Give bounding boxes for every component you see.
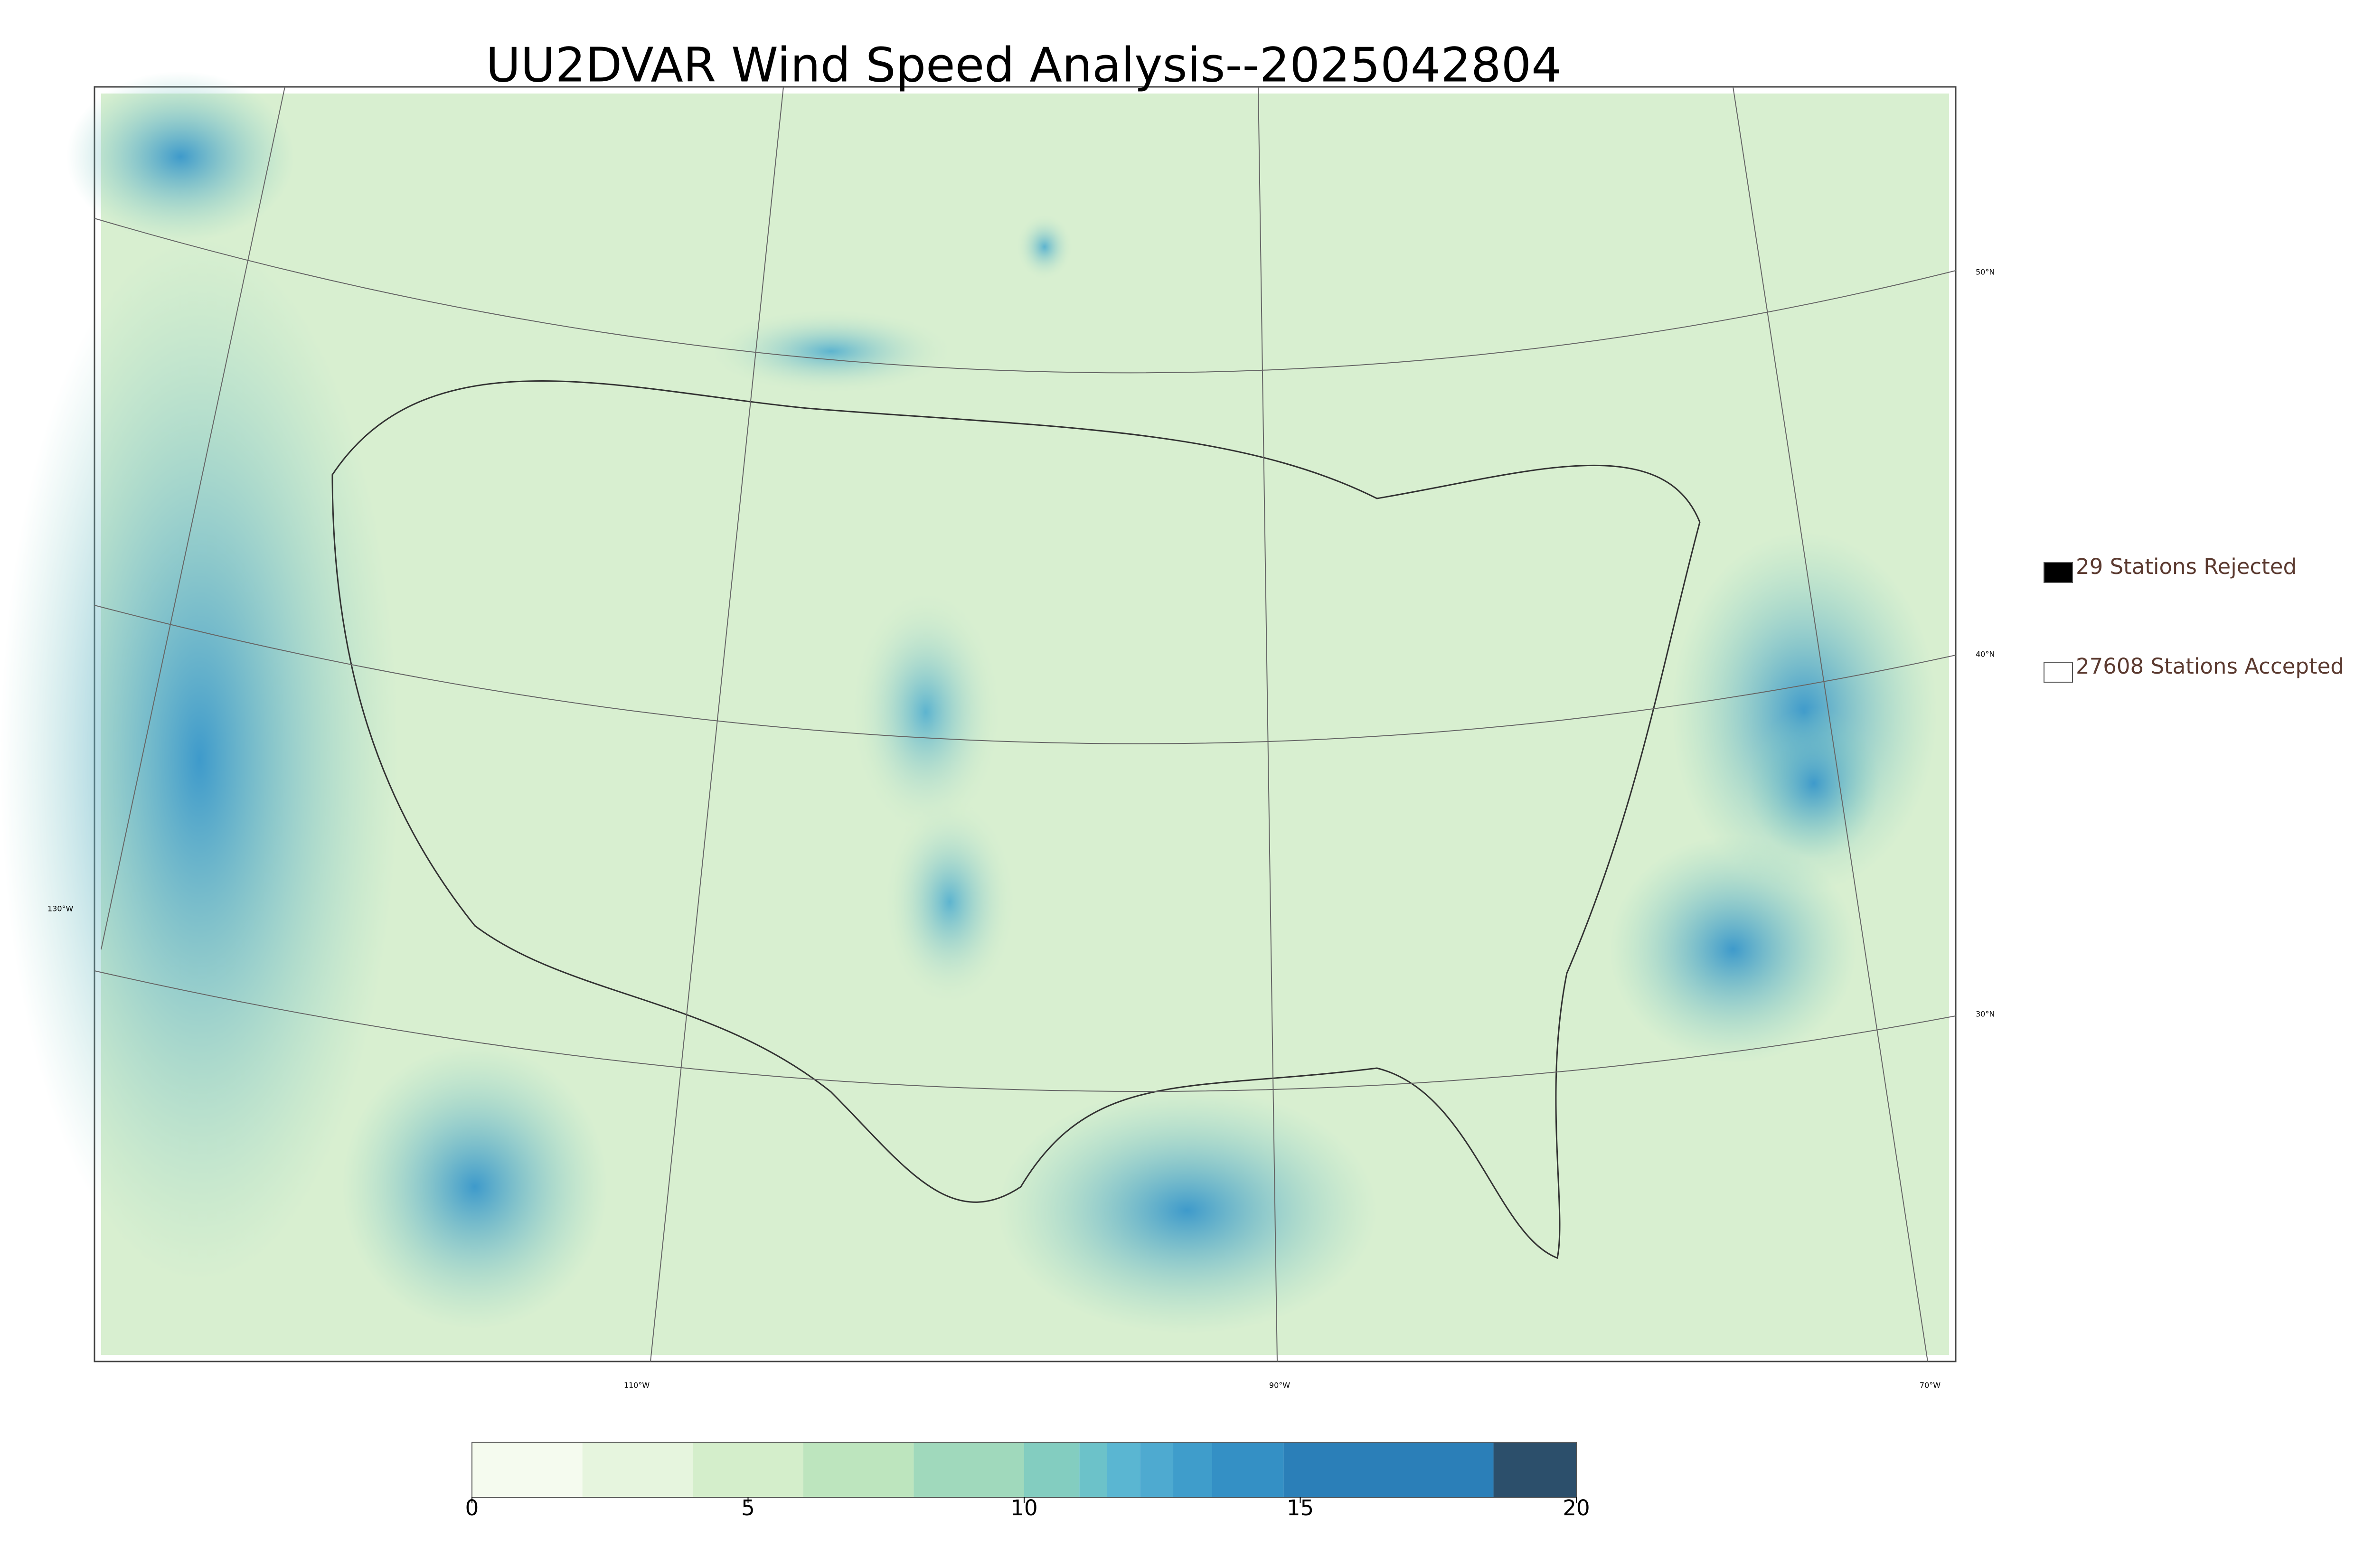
- legend-label: 29 Stations Rejected: [2076, 554, 2297, 579]
- colorbar-tick-label: 5: [741, 1495, 755, 1521]
- coastline: [331, 380, 1701, 1259]
- longitude-label: 90°W: [1269, 1381, 1290, 1390]
- colorbar-segment: [472, 1442, 583, 1497]
- latitude-label: 50°N: [1976, 268, 1995, 277]
- colorbar-tick-label: 10: [1010, 1495, 1037, 1521]
- latitude-label: 30°N: [1976, 1010, 1995, 1019]
- graticule: [94, 86, 1956, 1362]
- pacific-wind: [0, 237, 399, 1282]
- colorbar-tick-label: 15: [1287, 1495, 1314, 1521]
- colorbar-segment: [1140, 1442, 1174, 1497]
- colorbar-segment: [803, 1442, 914, 1497]
- pacific-wind: [66, 71, 294, 242]
- legend-swatch: [2044, 662, 2073, 683]
- longitude-label: 110°W: [624, 1381, 650, 1390]
- longitude-label: 130°W: [47, 904, 74, 913]
- colorbar: 0 5 10 15 20: [465, 1442, 1590, 1521]
- plains-wind: [883, 798, 1016, 1006]
- colorbar-segment: [1283, 1442, 1494, 1497]
- colorbar-segment: [693, 1442, 803, 1497]
- lake-wind: [1016, 214, 1073, 280]
- latitude-label: 40°N: [1976, 650, 1995, 659]
- colorbar-segment: [582, 1442, 693, 1497]
- longitude-label: 70°W: [1920, 1381, 1941, 1390]
- legend: 29 Stations Rejected 27608 Stations Accep…: [2044, 554, 2344, 683]
- pacific-wind: [342, 1044, 608, 1329]
- atlantic-wind: [1610, 836, 1856, 1063]
- legend-swatch: [2044, 562, 2073, 583]
- plains-wind: [707, 309, 954, 394]
- plains-wind: [850, 589, 1002, 836]
- colorbar-tick-label: 0: [465, 1495, 479, 1521]
- graticule-labels: 50°N 40°N 30°N 130°W 110°W 90°W 70°W: [47, 268, 1995, 1390]
- gulf-wind: [997, 1087, 1377, 1334]
- atlantic-wind: [1747, 707, 1880, 859]
- legend-label: 27608 Stations Accepted: [2076, 654, 2344, 679]
- colorbar-segment: [1173, 1442, 1212, 1497]
- colorbar-tick-label: 20: [1563, 1495, 1590, 1521]
- colorbar-segment: [1493, 1442, 1576, 1497]
- title: UU2DVAR Wind Speed Analysis--2025042804: [486, 37, 1562, 93]
- colorbar-segment: [1107, 1442, 1140, 1497]
- colorbar-segment: [1024, 1442, 1080, 1497]
- colorbar-segment: [1212, 1442, 1284, 1497]
- colorbar-segment: [914, 1442, 1024, 1497]
- map: [0, 71, 1957, 1362]
- colorbar-segment: [1079, 1442, 1107, 1497]
